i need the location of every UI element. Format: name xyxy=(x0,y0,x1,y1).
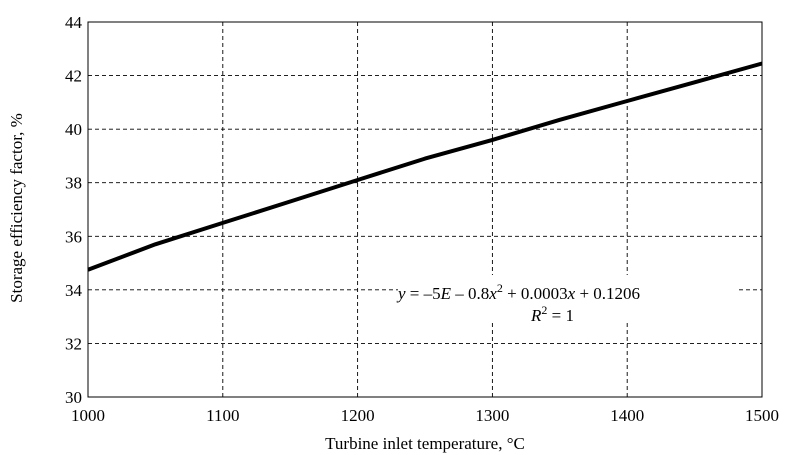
y-tick-label: 44 xyxy=(65,13,83,32)
x-tick-label: 1200 xyxy=(341,406,375,425)
x-tick-label: 1100 xyxy=(206,406,239,425)
trendline-equation: y = –5E – 0.8x2 + 0.0003x + 0.1206 xyxy=(396,281,640,303)
y-tick-label: 38 xyxy=(65,174,82,193)
x-axis-title: Turbine inlet temperature, °C xyxy=(325,434,525,453)
series-layer xyxy=(87,61,763,272)
x-tick-label: 1500 xyxy=(745,406,779,425)
r-squared-label: R2 = 1 xyxy=(530,303,574,325)
y-tick-label: 32 xyxy=(65,334,82,353)
x-tick-label: 1000 xyxy=(71,406,105,425)
x-tick-label: 1400 xyxy=(610,406,644,425)
y-tick-label: 30 xyxy=(65,388,82,407)
y-axis-title: Storage efficiency factor, % xyxy=(7,113,26,303)
y-tick-label: 42 xyxy=(65,67,82,86)
x-tick-label: 1300 xyxy=(475,406,509,425)
grid-lines xyxy=(88,22,762,397)
y-tick-label: 40 xyxy=(65,120,82,139)
plot-area-border xyxy=(87,21,763,398)
series-line-1 xyxy=(87,61,763,272)
tick-labels: 30 32 34 36 38 40 42 44 1000 1100 1200 1300 1400 1500 xyxy=(65,13,779,425)
y-tick-label: 34 xyxy=(65,281,83,300)
y-tick-label: 36 xyxy=(65,227,82,246)
equation-background xyxy=(398,275,738,323)
